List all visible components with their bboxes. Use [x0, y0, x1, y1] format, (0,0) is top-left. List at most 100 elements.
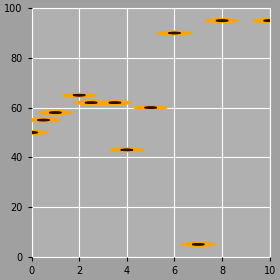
Circle shape [99, 103, 107, 104]
Circle shape [169, 32, 180, 34]
Circle shape [26, 132, 38, 133]
Circle shape [64, 94, 71, 95]
Circle shape [64, 112, 71, 113]
Circle shape [39, 112, 46, 113]
Circle shape [78, 103, 85, 104]
Circle shape [118, 148, 125, 149]
Circle shape [28, 131, 35, 132]
Circle shape [176, 34, 183, 35]
Circle shape [207, 244, 214, 245]
Circle shape [87, 101, 95, 102]
Circle shape [111, 262, 119, 263]
Circle shape [45, 121, 52, 122]
Circle shape [102, 101, 109, 102]
Circle shape [88, 95, 95, 96]
Circle shape [52, 119, 59, 120]
Circle shape [97, 261, 109, 262]
Circle shape [209, 19, 216, 20]
Circle shape [87, 102, 95, 103]
Circle shape [66, 96, 74, 97]
Circle shape [120, 101, 128, 102]
Circle shape [52, 111, 59, 112]
Circle shape [57, 113, 64, 114]
Circle shape [97, 101, 104, 102]
Circle shape [31, 121, 38, 122]
Circle shape [120, 103, 128, 104]
Circle shape [147, 106, 154, 107]
Circle shape [183, 244, 190, 245]
Circle shape [145, 107, 157, 108]
Circle shape [102, 103, 109, 104]
Circle shape [99, 260, 107, 261]
Circle shape [111, 261, 119, 262]
Circle shape [82, 101, 90, 102]
Circle shape [123, 151, 130, 152]
Circle shape [94, 260, 102, 261]
Circle shape [23, 133, 30, 134]
Circle shape [124, 102, 132, 103]
Circle shape [166, 34, 173, 35]
Circle shape [97, 103, 104, 104]
Circle shape [81, 96, 88, 97]
Circle shape [121, 149, 133, 151]
Circle shape [31, 119, 38, 120]
Circle shape [156, 106, 164, 107]
Circle shape [92, 101, 100, 102]
Circle shape [50, 112, 61, 113]
Circle shape [85, 96, 92, 97]
Circle shape [159, 107, 166, 108]
Circle shape [61, 111, 68, 112]
Circle shape [200, 243, 207, 244]
Circle shape [35, 121, 42, 122]
Circle shape [194, 244, 202, 245]
Circle shape [208, 244, 215, 245]
Circle shape [181, 244, 189, 245]
Circle shape [51, 112, 60, 113]
Circle shape [138, 108, 145, 109]
Circle shape [104, 260, 112, 261]
Circle shape [183, 32, 190, 33]
Circle shape [278, 21, 280, 22]
Circle shape [71, 96, 78, 97]
Circle shape [28, 119, 35, 120]
Circle shape [49, 119, 56, 120]
Circle shape [257, 19, 264, 20]
Circle shape [43, 113, 50, 114]
Circle shape [73, 95, 85, 96]
Circle shape [52, 120, 59, 121]
Circle shape [275, 21, 280, 22]
Circle shape [171, 34, 178, 35]
Circle shape [111, 149, 118, 150]
Circle shape [38, 120, 49, 121]
Circle shape [98, 102, 106, 103]
Circle shape [19, 131, 26, 132]
Circle shape [19, 133, 26, 134]
Circle shape [253, 20, 260, 21]
Circle shape [75, 103, 83, 104]
Circle shape [160, 107, 167, 108]
Circle shape [88, 94, 95, 95]
Circle shape [264, 20, 276, 21]
Circle shape [279, 20, 280, 21]
Circle shape [156, 108, 164, 109]
Circle shape [204, 245, 211, 246]
Circle shape [266, 19, 273, 20]
Circle shape [135, 150, 143, 151]
Circle shape [27, 132, 36, 133]
Circle shape [200, 245, 207, 246]
Circle shape [271, 19, 278, 20]
Circle shape [90, 262, 97, 263]
Circle shape [192, 244, 204, 245]
Circle shape [232, 20, 239, 21]
Circle shape [190, 243, 197, 244]
Circle shape [205, 20, 213, 21]
Circle shape [101, 102, 108, 103]
Circle shape [257, 21, 264, 22]
Circle shape [64, 95, 71, 96]
Circle shape [85, 94, 92, 95]
Circle shape [223, 19, 231, 20]
Circle shape [128, 148, 136, 149]
Circle shape [183, 33, 190, 34]
Circle shape [185, 245, 193, 246]
Circle shape [28, 120, 35, 121]
